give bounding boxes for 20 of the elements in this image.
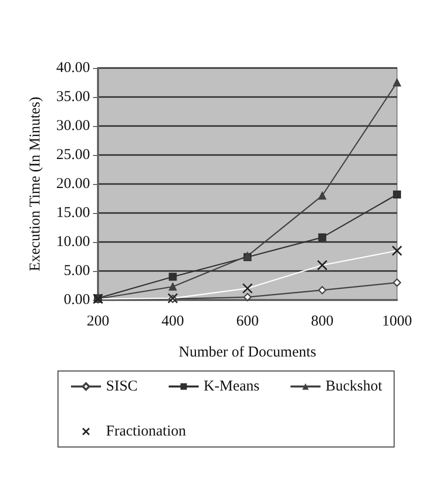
y-tick-label: 5.00 (64, 263, 90, 279)
x-tick-label: 600 (236, 314, 259, 330)
y-tick-label: 20.00 (56, 176, 90, 192)
y-tick-label: 0.00 (64, 292, 90, 308)
y-tick-label: 25.00 (56, 147, 90, 163)
x-tick-label: 200 (86, 314, 110, 330)
y-tick-label: 30.00 (56, 118, 90, 134)
y-tick-label: 10.00 (56, 234, 90, 250)
y-axis-title: Execution Time (In Minutes) (28, 96, 44, 272)
legend-label: Buckshot (326, 378, 383, 394)
legend-label: K-Means (204, 378, 260, 394)
y-tick-label: 15.00 (56, 205, 90, 221)
x-axis-title: Number of Documents (178, 344, 316, 360)
y-tick-label: 35.00 (56, 89, 90, 105)
y-tick-label: 40.00 (56, 60, 90, 76)
legend-label: Fractionation (106, 424, 186, 440)
x-tick-label: 800 (311, 314, 334, 330)
x-tick-label: 400 (162, 314, 184, 330)
x-tick-label: 1000 (382, 314, 412, 330)
legend-label: SISC (106, 378, 138, 394)
